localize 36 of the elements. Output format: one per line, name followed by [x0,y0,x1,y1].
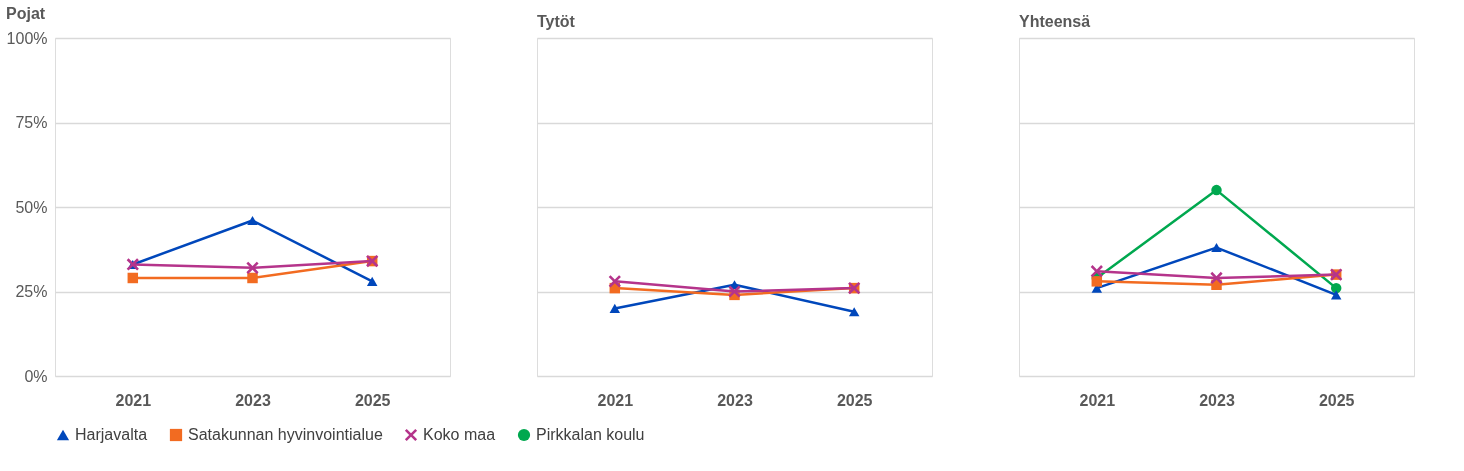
point [127,272,139,284]
y-tick-label: 100% [6,29,48,47]
point [247,272,258,284]
y-tick-label: 0% [24,367,48,385]
x-tick-label: 2025 [836,391,873,409]
y-tick-label: 75% [15,114,48,131]
x-tick-label: 2023 [1199,391,1235,409]
point [247,215,258,226]
point [1330,290,1342,300]
point [848,307,860,317]
point [1211,243,1222,253]
chart-title: Tytöt [537,13,576,30]
x-tick-label: 2023 [235,391,271,409]
point [1330,282,1342,294]
legend-label: Satakunnan hyvinvointialue [188,426,383,443]
point [1211,184,1222,196]
x-tick-label: 2023 [717,391,753,409]
point [1210,271,1223,285]
point [366,276,378,286]
point [246,261,259,274]
chart-title: Yhteensä [1019,13,1091,30]
legend-label: Harjavalta [75,426,148,443]
chart-title: Pojat [6,5,46,22]
point [1091,276,1103,287]
y-tick-label: 25% [15,283,48,300]
point [608,275,621,288]
point [1090,265,1103,278]
x-tick-label: 2025 [354,391,391,409]
legend-label: Koko maa [423,426,496,443]
point [609,303,621,313]
x-tick-label: 2021 [1079,391,1116,409]
x-tick-label: 2021 [597,391,634,409]
x-tick-label: 2021 [115,391,152,409]
legend-label: Pirkkalan koulu [536,426,645,443]
x-tick-label: 2025 [1318,391,1355,409]
y-tick-label: 50% [15,198,48,216]
